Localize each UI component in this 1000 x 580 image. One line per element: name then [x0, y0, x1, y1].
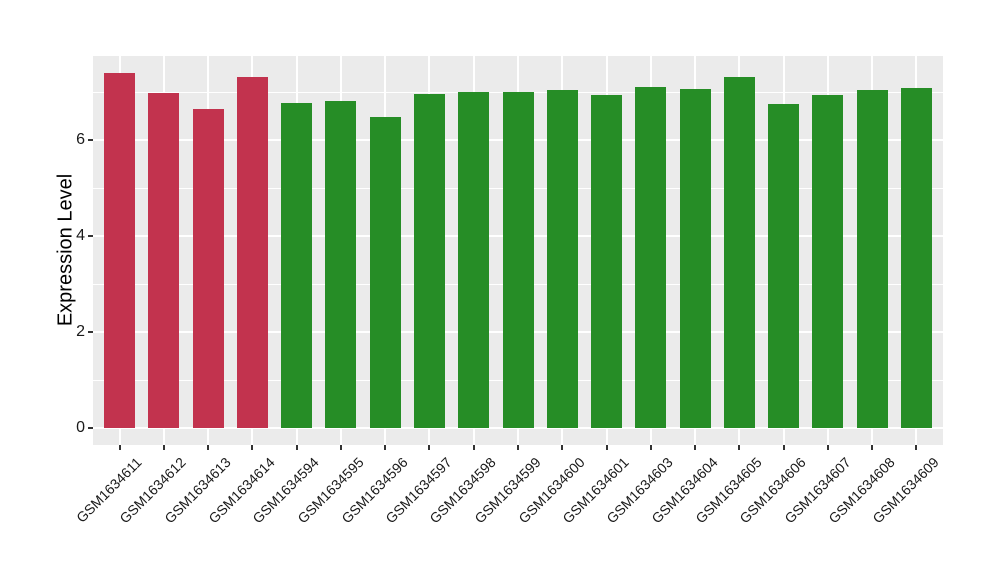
plot-panel	[93, 56, 943, 445]
x-tick-mark	[605, 445, 608, 450]
bar-GSM1634597	[413, 93, 445, 428]
y-tick-mark	[88, 235, 93, 237]
bar-GSM1634601	[591, 94, 623, 428]
bar-GSM1634612	[148, 92, 180, 428]
y-tick-mark	[88, 331, 93, 333]
bar-GSM1634608	[856, 90, 888, 428]
y-major-gridline	[93, 427, 943, 429]
x-tick-mark	[517, 445, 519, 450]
bar-GSM1634594	[281, 103, 313, 428]
x-tick-mark	[738, 445, 741, 450]
y-axis-title: Expression Level	[54, 173, 77, 327]
bar-GSM1634603	[635, 87, 667, 428]
bar-GSM1634609	[900, 88, 932, 428]
y-tick-label: 0	[76, 419, 85, 436]
x-tick-mark	[694, 445, 697, 450]
x-tick-mark	[782, 445, 785, 450]
x-tick-mark	[561, 445, 564, 450]
y-tick-mark	[88, 427, 93, 429]
bar-GSM1634613	[192, 108, 224, 428]
y-tick-label: 4	[76, 227, 85, 244]
x-tick-mark	[915, 445, 918, 450]
x-tick-mark	[251, 445, 254, 450]
bar-GSM1634607	[812, 94, 844, 428]
x-tick-mark	[207, 445, 210, 450]
x-tick-mark	[826, 445, 829, 450]
bar-GSM1634600	[546, 90, 578, 428]
bar-GSM1634614	[236, 77, 268, 428]
bar-GSM1634599	[502, 92, 534, 428]
x-tick-mark	[384, 445, 387, 450]
bar-GSM1634604	[679, 89, 711, 428]
bar-GSM1634605	[723, 77, 755, 428]
x-tick-mark	[295, 445, 298, 450]
bar-GSM1634611	[104, 72, 136, 428]
y-tick-mark	[88, 139, 93, 141]
x-tick-mark	[162, 445, 165, 450]
bar-GSM1634596	[369, 116, 401, 428]
x-tick-mark	[472, 445, 475, 450]
bar-GSM1634595	[325, 101, 357, 428]
y-tick-label: 2	[76, 323, 85, 340]
x-tick-mark	[871, 445, 874, 450]
x-tick-mark	[339, 445, 342, 450]
x-tick-mark	[428, 445, 431, 450]
bar-GSM1634598	[458, 92, 490, 428]
x-tick-mark	[649, 445, 652, 450]
bar-GSM1634606	[768, 104, 800, 428]
x-tick-mark	[118, 445, 121, 450]
y-tick-label: 6	[76, 131, 85, 148]
